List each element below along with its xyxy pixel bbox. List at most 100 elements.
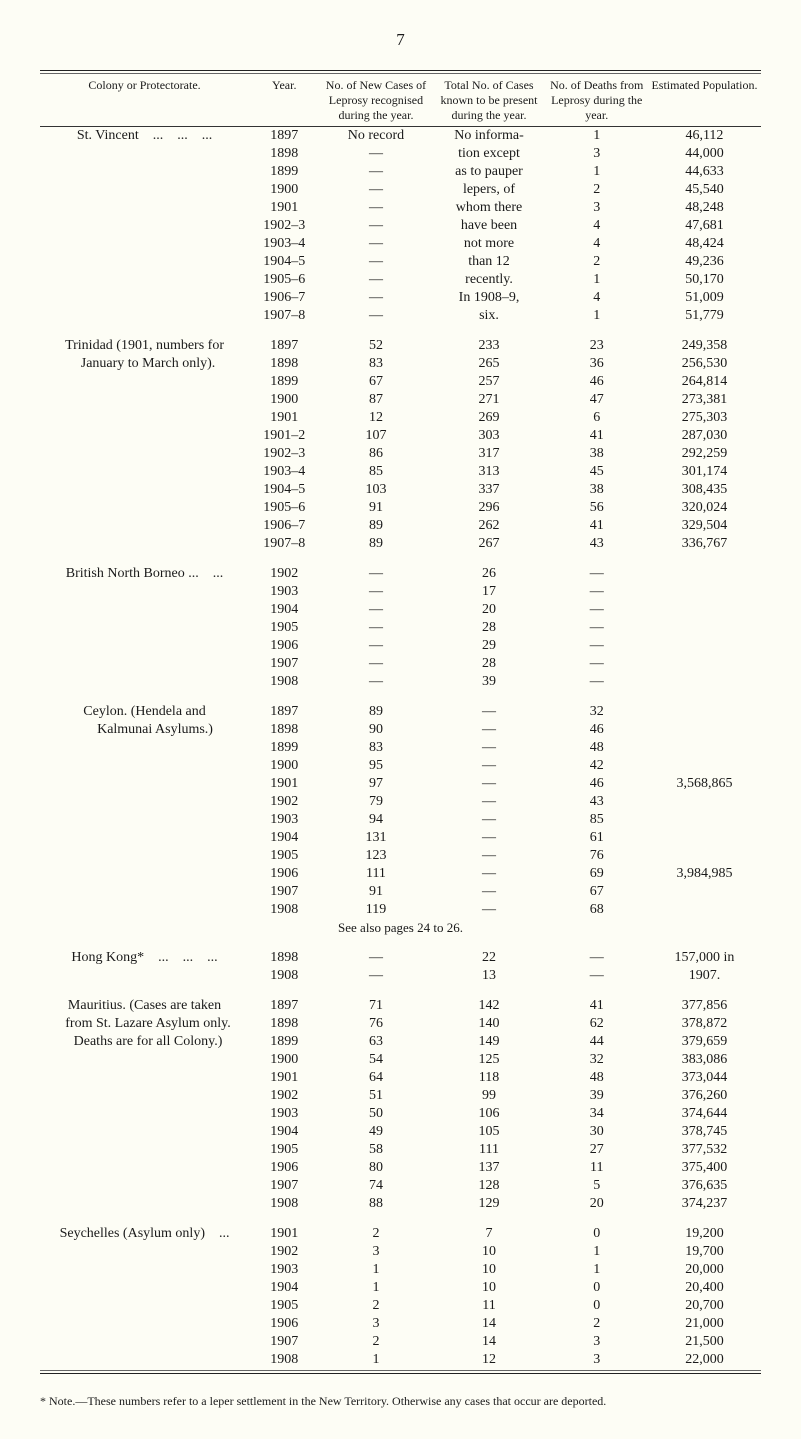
cell: 91 — [319, 883, 432, 901]
cell: 5 — [546, 1177, 648, 1195]
cell — [40, 619, 249, 637]
cell: — — [432, 829, 545, 847]
header-new: No. of New Cases of Leprosy recognised d… — [319, 75, 432, 127]
cell: 1897 — [249, 703, 319, 721]
table-row: 19016411848373,044 — [40, 1069, 761, 1087]
header-known: Total No. of Cases known to be present d… — [432, 75, 545, 127]
cell — [40, 199, 249, 217]
cell: 1897 — [249, 997, 319, 1015]
cell: 80 — [319, 1159, 432, 1177]
cell: 0 — [546, 1279, 648, 1297]
cell: — — [546, 583, 648, 601]
cell: 83 — [319, 739, 432, 757]
cell: — — [432, 793, 545, 811]
cell: — — [432, 883, 545, 901]
table-row: 190279—43 — [40, 793, 761, 811]
header-deaths: No. of Deaths from Leprosy during the ye… — [546, 75, 648, 127]
cell: 1898 — [249, 145, 319, 163]
cell: 58 — [319, 1141, 432, 1159]
cell: 50,170 — [648, 271, 761, 289]
cell: Deaths are for all Colony.) — [40, 1033, 249, 1051]
cell — [648, 757, 761, 775]
cell: 1901 — [249, 775, 319, 793]
cell: 89 — [319, 703, 432, 721]
cell — [40, 1261, 249, 1279]
cell — [40, 829, 249, 847]
cell: 64 — [319, 1069, 432, 1087]
table-row: 1904—20— — [40, 601, 761, 619]
cell: whom there — [432, 199, 545, 217]
cell: 39 — [432, 673, 545, 691]
cell — [648, 673, 761, 691]
cell: 1903–4 — [249, 235, 319, 253]
cell: six. — [432, 307, 545, 325]
cell: 51 — [319, 1087, 432, 1105]
cell — [648, 565, 761, 583]
cell: 45 — [546, 463, 648, 481]
cell: 46 — [546, 775, 648, 793]
cell: 303 — [432, 427, 545, 445]
cell: 90 — [319, 721, 432, 739]
cell: 103 — [319, 481, 432, 499]
cell: 1898 — [249, 721, 319, 739]
cell — [648, 637, 761, 655]
cell: 275,303 — [648, 409, 761, 427]
cell: 1903 — [249, 1261, 319, 1279]
cell — [40, 1123, 249, 1141]
cell: 0 — [546, 1297, 648, 1315]
cell: — — [546, 967, 648, 985]
table-row: 1908119—68 — [40, 901, 761, 919]
cell — [40, 1159, 249, 1177]
cell: No informa- — [432, 127, 545, 146]
cell: — — [432, 721, 545, 739]
cell: — — [432, 775, 545, 793]
cell: 19,700 — [648, 1243, 761, 1261]
cell: — — [546, 565, 648, 583]
cell: 7 — [432, 1225, 545, 1243]
cell — [648, 619, 761, 637]
cell: 1903–4 — [249, 463, 319, 481]
table-row: 1903–4—not more448,424 — [40, 235, 761, 253]
cell: 44,633 — [648, 163, 761, 181]
cell: 1 — [546, 1243, 648, 1261]
cell — [40, 427, 249, 445]
cell: 87 — [319, 391, 432, 409]
cell: 287,030 — [648, 427, 761, 445]
cell: 32 — [546, 703, 648, 721]
cell: — — [546, 619, 648, 637]
cell — [40, 535, 249, 553]
cell: 3 — [319, 1315, 432, 1333]
cell: 1901 — [249, 199, 319, 217]
cell: — — [546, 673, 648, 691]
cell: — — [319, 655, 432, 673]
cell: 12 — [319, 409, 432, 427]
cell: Trinidad (1901, numbers for — [40, 337, 249, 355]
cell: 1906–7 — [249, 517, 319, 535]
cell: 1904–5 — [249, 253, 319, 271]
leprosy-table: Colony or Protectorate. Year. No. of New… — [40, 75, 761, 1369]
cell: 1903 — [249, 811, 319, 829]
cell: — — [319, 637, 432, 655]
cell — [40, 145, 249, 163]
table-row: Seychelles (Asylum only) ...190127019,20… — [40, 1225, 761, 1243]
cell: 67 — [319, 373, 432, 391]
cell: 48,424 — [648, 235, 761, 253]
cell: 1905–6 — [249, 271, 319, 289]
cell — [40, 517, 249, 535]
cell — [40, 883, 249, 901]
cell: 89 — [319, 535, 432, 553]
cell: 3,984,985 — [648, 865, 761, 883]
cell: 68 — [546, 901, 648, 919]
cell: 1903 — [249, 1105, 319, 1123]
page-number: 7 — [40, 30, 761, 50]
cell: — — [432, 703, 545, 721]
cell: 27 — [546, 1141, 648, 1159]
cell: 373,044 — [648, 1069, 761, 1087]
cell — [40, 1105, 249, 1123]
cell: 14 — [432, 1315, 545, 1333]
cell: 264,814 — [648, 373, 761, 391]
cell: 51,779 — [648, 307, 761, 325]
cell: 257 — [432, 373, 545, 391]
cell: 69 — [546, 865, 648, 883]
cell: 62 — [546, 1015, 648, 1033]
